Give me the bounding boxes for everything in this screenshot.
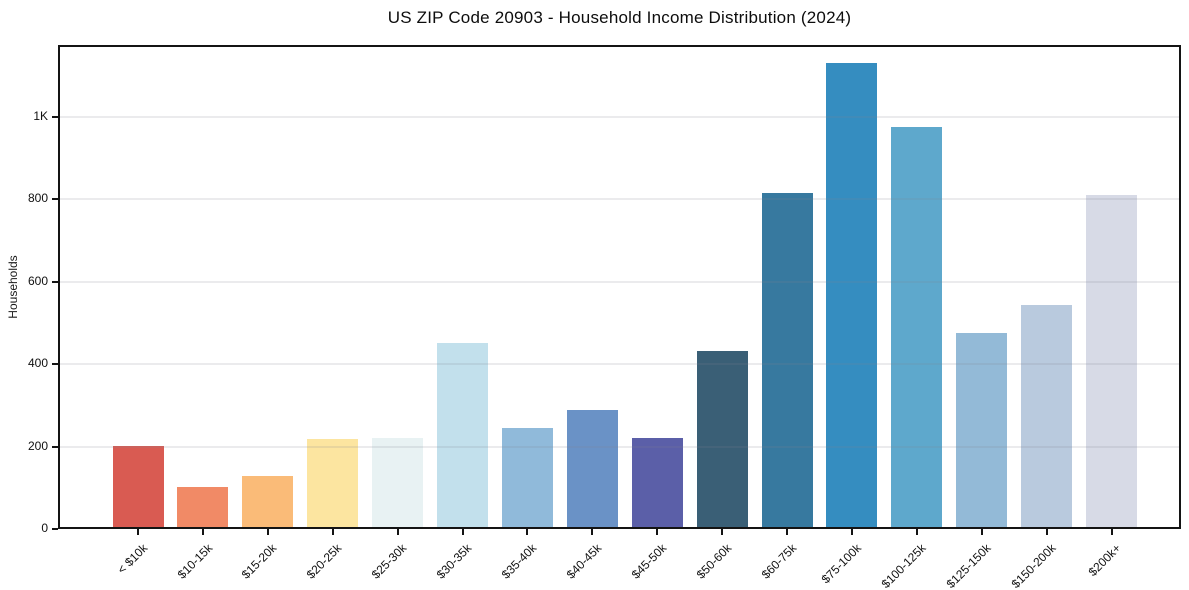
y-tick-600: [52, 280, 58, 283]
y-tick-label: 800: [27, 191, 48, 206]
y-tick-400: [52, 363, 58, 366]
x-tick: [201, 529, 204, 535]
y-tick-0: [52, 528, 58, 530]
bar-$125-150k: [956, 333, 1008, 527]
x-tick-label: $150-200k: [1008, 541, 1059, 590]
x-tick: [461, 529, 464, 535]
top-spine: [58, 45, 1181, 47]
bar-$25-30k: [372, 438, 424, 527]
y-tick-800: [52, 198, 58, 201]
x-tick-label: $25-30k: [368, 541, 410, 582]
x-tick-label: $60-75k: [758, 541, 799, 582]
bar-$60-75k: [761, 192, 813, 527]
y-tick-label: 600: [27, 273, 48, 288]
gridline-400: [60, 363, 1179, 366]
gridline-200: [60, 445, 1179, 448]
bar-$45-50k: [631, 438, 683, 527]
x-tick-label: $15-20k: [239, 541, 280, 582]
bar-< $10k: [112, 445, 164, 527]
plot-area: [58, 45, 1181, 529]
x-tick: [526, 529, 529, 535]
x-tick: [1045, 529, 1048, 535]
x-tick-label: $75-100k: [818, 541, 864, 587]
x-tick-label: $125-150k: [943, 541, 994, 590]
left-spine: [58, 45, 60, 529]
x-tick-label: $30-35k: [433, 541, 475, 582]
x-tick-label: $35-40k: [498, 541, 540, 582]
x-tick: [656, 529, 659, 535]
bar-$15-20k: [242, 476, 294, 527]
y-tick-label: 0: [41, 521, 48, 535]
y-tick-1K: [52, 116, 58, 119]
y-tick-label: 400: [27, 356, 48, 371]
x-tick: [137, 529, 139, 535]
x-tick-label: $100-125k: [878, 541, 929, 590]
bar-$50-60k: [696, 351, 748, 527]
x-tick: [591, 529, 594, 535]
bar-$10-15k: [177, 486, 229, 527]
x-tick: [266, 529, 269, 535]
bar-$100-125k: [891, 127, 943, 527]
x-tick-label: $200k+: [1085, 541, 1124, 579]
gridline-600: [60, 280, 1179, 283]
bar-$35-40k: [501, 427, 553, 527]
x-tick: [850, 529, 853, 535]
bar-$200k+: [1086, 195, 1137, 527]
x-tick: [1110, 529, 1113, 535]
right-spine: [1179, 45, 1181, 529]
x-tick: [331, 529, 334, 535]
bar-$30-35k: [437, 343, 488, 527]
x-tick: [396, 529, 399, 535]
x-tick: [786, 529, 788, 535]
y-tick-label: 200: [27, 438, 48, 453]
x-tick-label: $10-15k: [174, 541, 215, 582]
x-tick: [980, 529, 983, 535]
gridline-1K: [60, 116, 1179, 119]
bar-$20-25k: [307, 439, 359, 527]
x-tick-label: $40-45k: [563, 541, 605, 582]
x-tick-label: $20-25k: [304, 541, 345, 582]
y-tick-200: [52, 445, 58, 448]
gridline-800: [60, 198, 1179, 201]
x-tick-label: < $10k: [114, 541, 150, 577]
x-tick-label: $50-60k: [693, 541, 735, 582]
x-tick: [915, 529, 918, 535]
bar-$40-45k: [566, 410, 618, 527]
x-tick: [721, 529, 724, 535]
chart-title: US ZIP Code 20903 - Household Income Dis…: [387, 8, 852, 27]
bar-$150-200k: [1021, 305, 1073, 527]
bar-$75-100k: [826, 62, 878, 527]
y-tick-label: 1K: [33, 109, 48, 124]
x-tick-label: $45-50k: [628, 541, 670, 582]
x-axis-line: [58, 527, 1181, 529]
